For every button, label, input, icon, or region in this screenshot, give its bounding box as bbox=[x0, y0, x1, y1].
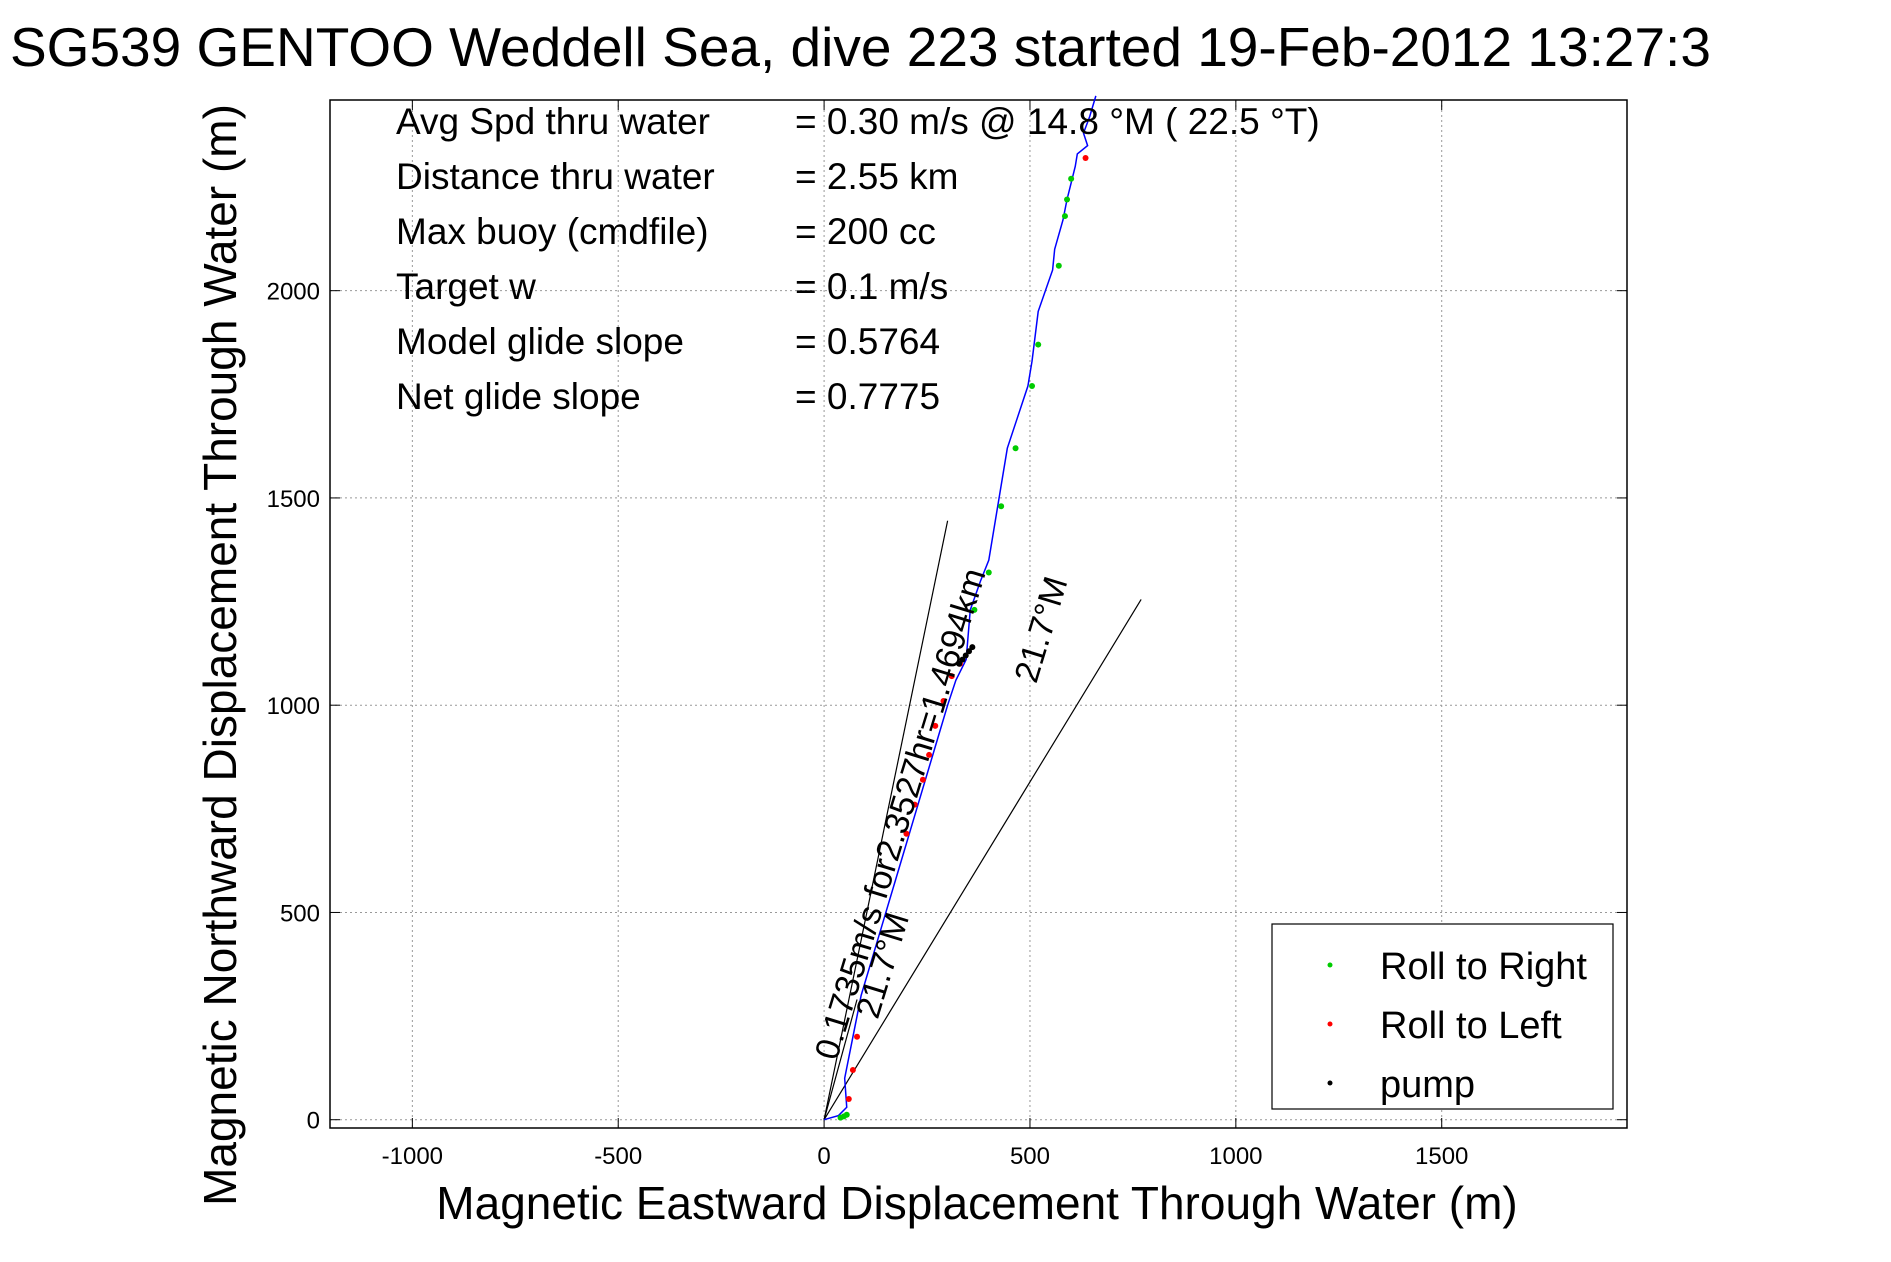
roll-right-marker bbox=[1064, 196, 1071, 203]
stat-label: Avg Spd thru water bbox=[396, 101, 710, 142]
y-tick-label: 500 bbox=[280, 900, 320, 927]
legend: Roll to Right Roll to Left pump bbox=[1271, 923, 1614, 1110]
y-tick-label: 1000 bbox=[267, 693, 320, 720]
stat-label: Model glide slope bbox=[396, 321, 684, 362]
roll-right-marker bbox=[1012, 445, 1019, 452]
reference-line bbox=[823, 999, 858, 1120]
x-tick-label: -1000 bbox=[382, 1143, 443, 1170]
y-tick-label: 2000 bbox=[267, 279, 320, 306]
y-tick-label: 0 bbox=[307, 1108, 320, 1135]
reference-line bbox=[823, 599, 1142, 1121]
stat-value: = 200 cc bbox=[795, 211, 936, 252]
legend-box bbox=[1271, 923, 1614, 1110]
annotation-text: 0.1735m/s for2.3527hr=1.4694km bbox=[808, 564, 994, 1064]
stat-label: Net glide slope bbox=[396, 376, 641, 417]
pump-marker bbox=[962, 652, 969, 659]
legend-marker bbox=[1327, 1021, 1333, 1027]
reference-line bbox=[823, 520, 949, 1120]
x-tick-label: 500 bbox=[1010, 1143, 1050, 1170]
roll-left-marker bbox=[911, 801, 918, 808]
legend-marker bbox=[1327, 962, 1333, 968]
stat-value: = 0.30 m/s @ 14.8 °M ( 22.5 °T) bbox=[795, 101, 1320, 142]
roll-right-marker bbox=[998, 503, 1005, 510]
stat-value: = 0.7775 bbox=[795, 376, 940, 417]
stat-label: Max buoy (cmdfile) bbox=[396, 211, 709, 252]
roll-right-marker bbox=[1055, 262, 1062, 269]
roll-right-marker bbox=[1061, 213, 1068, 220]
roll-left-marker bbox=[845, 1095, 852, 1102]
pump-marker bbox=[969, 644, 976, 651]
x-tick-label: -500 bbox=[594, 1143, 642, 1170]
legend-marker bbox=[1327, 1080, 1333, 1086]
roll-left-marker bbox=[948, 673, 955, 680]
roll-right-marker bbox=[985, 569, 992, 576]
x-tick-label: 1500 bbox=[1415, 1143, 1468, 1170]
roll-left-marker bbox=[926, 751, 933, 758]
y-axis-label: Magnetic Northward Displacement Through … bbox=[194, 104, 246, 1206]
roll-right-marker bbox=[1068, 175, 1075, 182]
roll-right-marker bbox=[843, 1111, 850, 1118]
roll-left-marker bbox=[903, 830, 910, 837]
stat-label: Distance thru water bbox=[396, 156, 715, 197]
stat-value: = 2.55 km bbox=[795, 156, 959, 197]
roll-left-marker bbox=[932, 722, 939, 729]
y-tick-label: 1500 bbox=[267, 486, 320, 513]
roll-right-marker bbox=[1035, 341, 1042, 348]
stat-value: = 0.1 m/s bbox=[795, 266, 948, 307]
x-tick-label: 0 bbox=[817, 1143, 830, 1170]
grid bbox=[330, 100, 1627, 1128]
chart-title: SG539 GENTOO Weddell Sea, dive 223 start… bbox=[10, 16, 1711, 78]
plot-frame bbox=[329, 99, 1628, 1129]
ticks: -1000 -500 0 500 1000 1500 0 500 1000 1500 2000 bbox=[267, 100, 1627, 1170]
legend-label: pump bbox=[1380, 1064, 1475, 1106]
stat-value: = 0.5764 bbox=[795, 321, 940, 362]
stats-block: Avg Spd thru water = 0.30 m/s @ 14.8 °M (… bbox=[396, 101, 1320, 417]
roll-right-marker bbox=[1029, 383, 1036, 390]
roll-left-marker bbox=[849, 1066, 856, 1073]
legend-label: Roll to Right bbox=[1380, 946, 1587, 988]
pump-marker bbox=[966, 648, 973, 655]
roll-right-marker bbox=[971, 606, 978, 613]
roll-left-marker bbox=[940, 698, 947, 705]
roll-left-marker bbox=[1082, 155, 1089, 162]
annotation-text: 21.7°M bbox=[1007, 572, 1075, 686]
legend-label: Roll to Left bbox=[1380, 1005, 1562, 1047]
x-axis-label: Magnetic Eastward Displacement Through W… bbox=[436, 1177, 1517, 1229]
roll-left-marker bbox=[919, 776, 926, 783]
roll-left-marker bbox=[854, 1033, 861, 1040]
pump-marker bbox=[959, 656, 966, 663]
stat-label: Target w bbox=[396, 266, 536, 307]
x-tick-label: 1000 bbox=[1209, 1143, 1262, 1170]
pump-marker bbox=[956, 660, 963, 667]
